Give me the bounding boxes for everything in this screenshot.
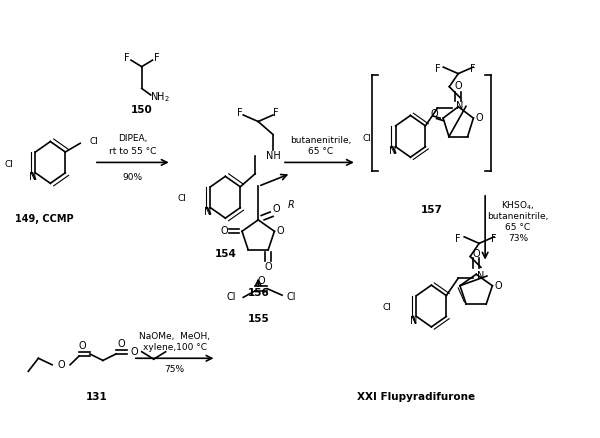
Text: O: O [265,262,272,272]
Text: O: O [454,81,462,91]
Text: Cl: Cl [4,160,13,169]
Text: O: O [131,347,139,357]
Text: XXI Flupyradifurone: XXI Flupyradifurone [358,392,476,403]
Text: Cl: Cl [178,194,186,204]
Text: O: O [57,360,65,370]
Text: Cl: Cl [89,137,98,145]
Text: butanenitrile,: butanenitrile, [487,212,548,221]
Text: Cl: Cl [286,292,296,302]
Text: 157: 157 [421,205,442,215]
Text: xylene,100 °C: xylene,100 °C [143,343,206,352]
Text: O: O [494,281,502,291]
Text: F: F [124,53,130,63]
Text: 65 °C: 65 °C [308,147,334,156]
Text: 73%: 73% [508,234,528,243]
Text: rt to 55 °C: rt to 55 °C [109,147,157,156]
Text: 156: 156 [247,288,269,298]
Text: NaOMe,  MeOH,: NaOMe, MeOH, [139,332,210,341]
Text: O: O [476,113,483,123]
Text: 65 °C: 65 °C [505,223,530,232]
Text: 75%: 75% [164,365,185,374]
Text: O: O [472,249,480,259]
Text: O: O [78,341,86,351]
Text: O: O [257,276,265,286]
Text: F: F [154,53,160,63]
Text: 150: 150 [131,105,152,115]
Text: O: O [430,109,438,119]
Text: NH: NH [266,151,280,161]
Text: Cl: Cl [362,134,371,142]
Text: 131: 131 [86,392,108,403]
Text: 155: 155 [247,314,269,324]
Text: F: F [273,108,279,118]
Text: 90%: 90% [123,173,143,182]
Text: F: F [434,64,440,74]
Text: F: F [491,234,497,244]
Text: O: O [272,204,280,214]
Text: N: N [477,271,485,281]
Text: Cl: Cl [382,303,391,312]
Text: F: F [238,108,243,118]
Text: 154: 154 [214,249,236,259]
Text: N: N [410,316,417,326]
Text: R: R [287,200,295,210]
Text: O: O [220,226,228,236]
Text: N: N [389,146,396,156]
Text: KHSO$_4$,: KHSO$_4$, [501,200,535,212]
Text: N: N [457,101,464,111]
Text: 149, CCMP: 149, CCMP [15,214,74,224]
Text: DIPEA,: DIPEA, [118,134,148,143]
Text: O: O [277,226,284,236]
Text: O: O [118,339,125,350]
Text: F: F [455,234,461,244]
Text: NH$_2$: NH$_2$ [150,90,170,104]
Text: butanenitrile,: butanenitrile, [290,136,352,145]
Text: F: F [470,64,476,74]
Text: N: N [29,172,36,182]
Text: N: N [204,207,211,217]
Text: Cl: Cl [227,292,236,302]
